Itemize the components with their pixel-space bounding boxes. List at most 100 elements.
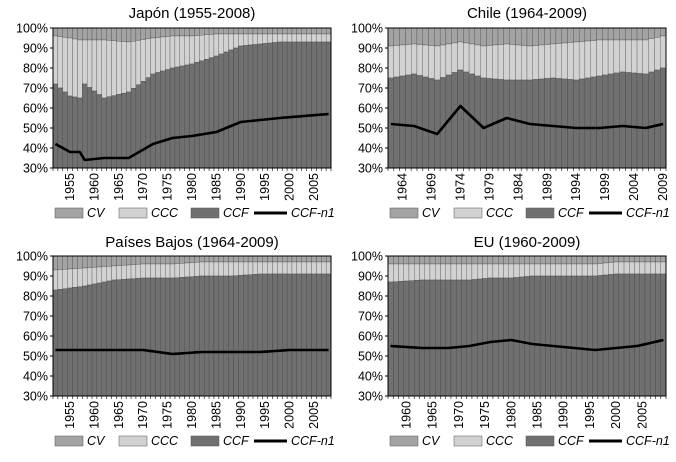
bar-ccf	[257, 43, 263, 169]
bar-1997	[590, 27, 597, 169]
bar-1966	[411, 27, 418, 169]
bar-1971	[461, 255, 467, 397]
bar-1990	[560, 255, 567, 397]
bar-ccf	[435, 279, 441, 397]
x-tick-label: 2004	[627, 173, 641, 201]
bar-ccc	[52, 35, 59, 85]
bar-cv	[571, 255, 577, 265]
bar-ccf	[534, 275, 541, 397]
bar-1990	[238, 27, 244, 169]
bar-ccf	[189, 63, 195, 169]
bar-1981	[497, 27, 504, 169]
bar-ccc	[101, 39, 107, 99]
bar-ccf	[121, 279, 127, 397]
bar-ccc	[399, 44, 406, 77]
bar-1997	[272, 27, 278, 169]
bar-ccc	[518, 263, 525, 278]
bar-cv	[576, 255, 583, 265]
bar-ccf	[174, 277, 180, 397]
bar-ccc	[325, 33, 332, 43]
series-line-ccf-n1	[390, 338, 664, 352]
bar-2007	[648, 27, 655, 169]
bar-1976	[487, 255, 494, 397]
bar-cv	[238, 27, 244, 35]
legend: CV CCC CCF CCF-n1	[54, 206, 335, 220]
y-tick-label: 50%	[358, 350, 383, 364]
bar-cv	[101, 27, 107, 41]
bar-ccc	[218, 33, 224, 55]
bar-cv	[82, 27, 88, 41]
bar-ccf	[456, 279, 462, 397]
bar-ccf	[169, 277, 176, 397]
bar-ccc	[636, 39, 643, 74]
legend-swatch-cv	[54, 207, 84, 219]
x-tick-label: 2000	[283, 173, 297, 201]
bar-cv	[199, 255, 205, 263]
x-tick-label: 1960	[87, 173, 101, 201]
bar-cv	[296, 27, 302, 35]
bar-ccf	[213, 275, 219, 397]
bar-ccf	[321, 273, 327, 397]
bar-cv	[213, 255, 219, 263]
bar-ccf	[608, 274, 614, 397]
bar-ccc	[403, 263, 410, 282]
bar-cv	[592, 255, 598, 265]
legend-swatch-cv	[389, 435, 419, 447]
bar-1960	[403, 255, 410, 397]
bar-2005	[311, 255, 317, 397]
bar-ccf	[228, 49, 234, 169]
bar-1970	[456, 255, 462, 397]
bar-ccc	[597, 263, 604, 276]
bar-1962	[414, 255, 420, 397]
bar-1977	[174, 255, 180, 397]
bar-1993	[252, 27, 258, 169]
bar-cv	[67, 255, 73, 270]
bar-cv	[67, 27, 73, 39]
bar-1986	[539, 255, 546, 397]
bar-cv	[539, 255, 546, 265]
bar-ccc	[121, 41, 127, 94]
bar-ccc	[111, 40, 117, 96]
legend-label-ccc: CCC	[486, 434, 514, 448]
bar-ccf	[57, 87, 63, 169]
plot-frame	[52, 255, 332, 397]
bar-cv	[393, 27, 400, 46]
bar-1976	[169, 27, 176, 169]
bar-1979	[486, 27, 493, 169]
bar-cv	[578, 27, 586, 42]
bar-cv	[252, 255, 258, 263]
bar-ccc	[526, 45, 533, 81]
bar-cv	[625, 27, 632, 41]
bar-cv	[57, 255, 63, 270]
bar-1958	[82, 255, 88, 397]
x-tick-label: 1980	[504, 401, 518, 429]
bar-cv	[503, 255, 509, 265]
bar-2000	[607, 27, 615, 169]
bar-1970	[140, 27, 146, 169]
bar-ccc	[145, 38, 151, 78]
bar-ccc	[509, 44, 516, 81]
chart-title: EU (1960-2009)	[474, 234, 581, 251]
bar-1963	[106, 27, 112, 169]
bar-cv	[52, 27, 59, 37]
bar-cv	[213, 27, 219, 35]
bar-ccf	[140, 81, 146, 169]
legend-swatch-cv	[389, 207, 419, 219]
bar-1971	[145, 255, 151, 397]
bar-ccf	[184, 64, 190, 169]
bar-ccc	[411, 43, 418, 75]
bar-1967	[126, 27, 132, 169]
bar-cv	[189, 255, 195, 263]
bar-ccf	[267, 273, 273, 397]
bar-ccf	[660, 67, 667, 169]
bar-2004	[306, 27, 312, 169]
x-tick-label: 1990	[234, 401, 248, 429]
bar-ccf	[587, 275, 593, 397]
bar-ccf	[561, 78, 568, 169]
bar-cv	[508, 255, 515, 265]
bar-2008	[325, 255, 332, 397]
x-tick-label: 2009	[656, 173, 670, 201]
bar-1994	[573, 27, 580, 169]
bar-ccc	[492, 44, 499, 80]
bar-ccc	[428, 45, 435, 79]
